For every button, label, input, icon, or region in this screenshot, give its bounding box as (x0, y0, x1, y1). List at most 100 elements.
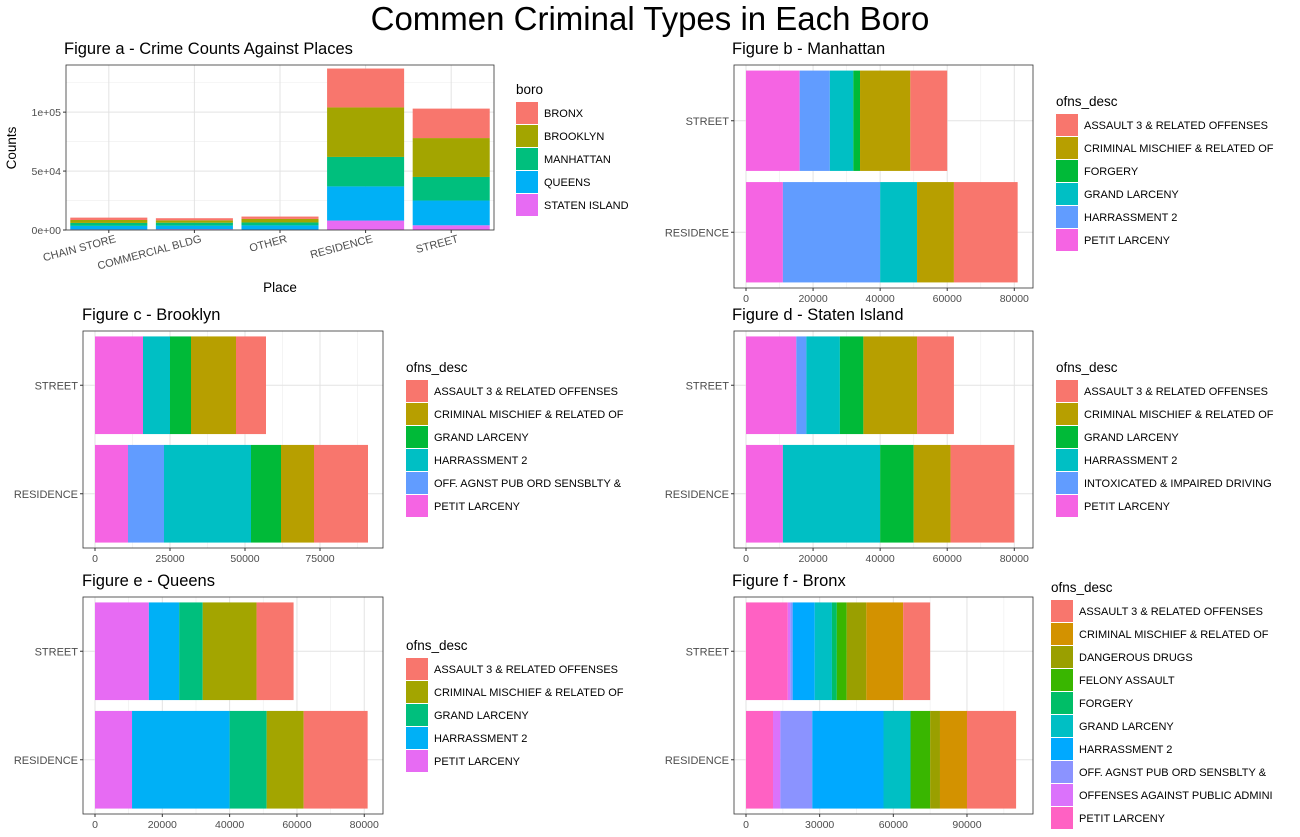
legend-label: BROOKLYN (544, 131, 604, 143)
bar-segment (304, 711, 368, 809)
legend-swatch (1051, 761, 1073, 783)
bar-segment (783, 182, 880, 282)
bar-segment (156, 218, 233, 220)
x-tick-label: STREET (415, 233, 460, 256)
x-tick-label: 40000 (866, 553, 895, 565)
y-tick-label: 5e+04 (32, 166, 62, 178)
y-tick-label: 0e+00 (32, 225, 62, 237)
legend-swatch (406, 403, 428, 425)
x-tick-label: 60000 (282, 819, 311, 831)
legend-swatch (406, 750, 428, 772)
bar-segment (413, 109, 490, 138)
legend-swatch (1051, 715, 1073, 737)
bar-segment (236, 336, 266, 434)
x-tick-label: 75000 (305, 553, 334, 565)
bar-segment (327, 186, 404, 220)
bar-segment (164, 445, 251, 543)
legend-swatch (406, 704, 428, 726)
x-tick-label: OTHER (248, 233, 288, 255)
bar-segment (914, 445, 951, 543)
legend-label: PETIT LARCENY (1084, 235, 1171, 247)
chart-a: Figure a - Crime Counts Against Places0e… (4, 40, 629, 295)
legend-swatch (1056, 449, 1078, 471)
legend-label: CRIMINAL MISCHIEF & RELATED OF (1084, 409, 1274, 421)
x-tick-label: 0 (743, 553, 749, 565)
bar-segment (128, 445, 164, 543)
legend-label: OFF. AGNST PUB ORD SENSBLTY & (434, 478, 622, 490)
legend-label: ASSAULT 3 & RELATED OFFENSES (434, 664, 618, 676)
legend-label: CRIMINAL MISCHIEF & RELATED OF (434, 687, 624, 699)
legend-label: CRIMINAL MISCHIEF & RELATED OF (434, 409, 624, 421)
x-tick-label: 80000 (350, 819, 379, 831)
bar-segment (257, 602, 294, 700)
bar-segment (70, 220, 147, 223)
legend-swatch (406, 380, 428, 402)
bar-segment (910, 71, 947, 171)
bar-segment (930, 711, 940, 809)
bar-segment (917, 336, 954, 434)
legend-label: GRAND LARCENY (434, 432, 529, 444)
legend-label: DANGEROUS DRUGS (1079, 652, 1193, 664)
bar-segment (793, 602, 815, 700)
x-tick-label: 0 (92, 819, 98, 831)
legend-label: ASSAULT 3 & RELATED OFFENSES (1084, 386, 1268, 398)
page-title: Commen Criminal Types in Each Boro (371, 0, 930, 37)
legend-swatch (1056, 495, 1078, 517)
legend-label: HARRASSMENT 2 (434, 455, 527, 467)
legend-label: HARRASSMENT 2 (1084, 212, 1177, 224)
legend-swatch (1056, 160, 1078, 182)
legend-swatch (1051, 807, 1073, 829)
bar-segment (191, 336, 236, 434)
bar-segment (812, 711, 883, 809)
legend-label: PETIT LARCENY (434, 756, 521, 768)
legend-label: MANHATTAN (544, 154, 611, 166)
bar-segment (853, 71, 860, 171)
bar-segment (746, 71, 800, 171)
legend-swatch (516, 102, 538, 124)
legend-swatch (1056, 114, 1078, 136)
x-tick-label: 50000 (230, 553, 259, 565)
bar-segment (940, 711, 967, 809)
bar-segment (132, 711, 230, 809)
bar-segment (70, 223, 147, 226)
legend-title: ofns_desc (1051, 580, 1113, 595)
legend-label: STATEN ISLAND (544, 200, 629, 212)
bar-segment (149, 602, 179, 700)
bar-segment (95, 602, 149, 700)
legend-swatch (406, 727, 428, 749)
y-tick-label: RESIDENCE (14, 489, 78, 501)
bar-segment (746, 711, 773, 809)
legend-label: OFF. AGNST PUB ORD SENSBLTY & (1079, 767, 1267, 779)
legend-label: ASSAULT 3 & RELATED OFFENSES (434, 386, 618, 398)
bar-segment (773, 711, 780, 809)
bar-segment (203, 602, 257, 700)
legend-title: ofns_desc (406, 638, 468, 653)
legend-title: ofns_desc (406, 360, 468, 375)
bar-segment (95, 336, 143, 434)
legend-swatch (516, 194, 538, 216)
legend-label: GRAND LARCENY (1079, 721, 1174, 733)
bar-segment (863, 336, 917, 434)
x-tick-label: 0 (743, 819, 749, 831)
bar-segment (837, 602, 847, 700)
legend-label: OFFENSES AGAINST PUBLIC ADMINI (1079, 790, 1273, 802)
bar-segment (746, 336, 796, 434)
legend-label: PETIT LARCENY (434, 501, 521, 513)
legend-label: PETIT LARCENY (1084, 501, 1171, 513)
x-tick-label: 20000 (798, 553, 827, 565)
legend-swatch (1056, 472, 1078, 494)
y-tick-label: RESIDENCE (665, 755, 729, 767)
bar-segment (860, 71, 910, 171)
y-tick-label: RESIDENCE (665, 489, 729, 501)
bar-segment (806, 336, 840, 434)
legend-label: HARRASSMENT 2 (1084, 455, 1177, 467)
y-tick-label: STREET (686, 646, 730, 658)
x-tick-label: 40000 (215, 819, 244, 831)
legend-swatch (406, 658, 428, 680)
legend-swatch (1056, 137, 1078, 159)
bar-segment (796, 336, 806, 434)
bar-segment (327, 157, 404, 186)
bar-segment (241, 219, 318, 223)
